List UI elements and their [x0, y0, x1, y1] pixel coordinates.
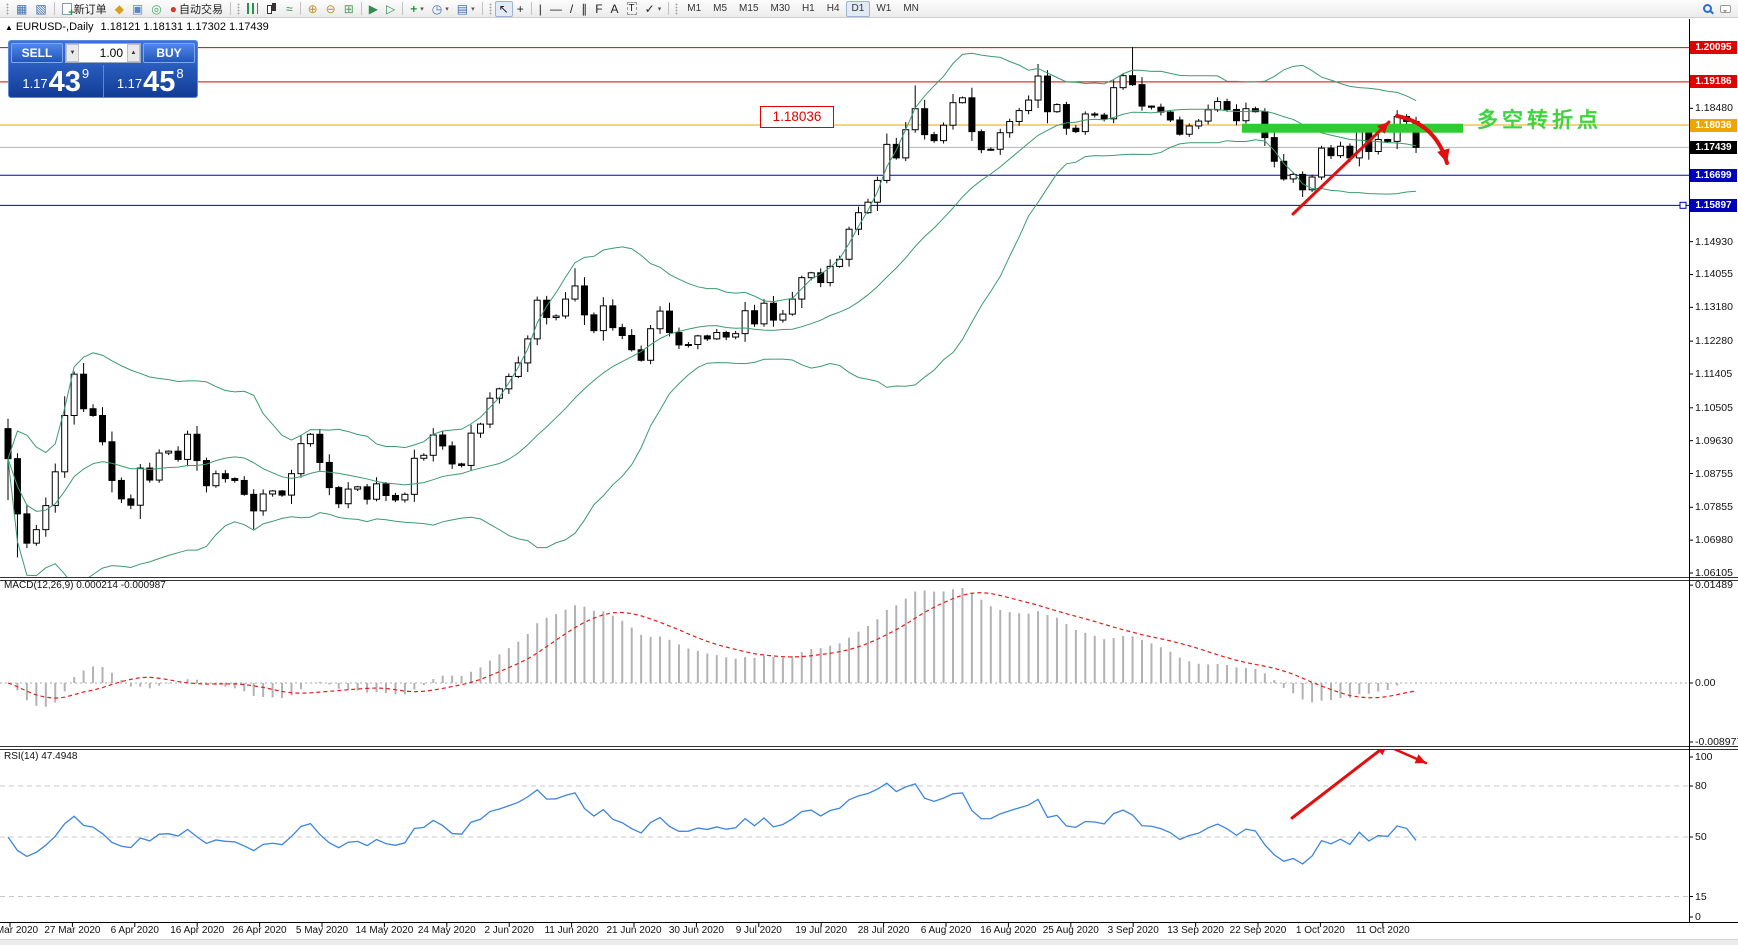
timeframe-m15-button[interactable]: M15: [739, 3, 759, 14]
volume-input[interactable]: [79, 44, 127, 62]
buy-price[interactable]: 1.17 45 8: [116, 66, 184, 98]
crosshair-tool-button[interactable]: +: [516, 1, 524, 16]
equidistant-channel-tool-button[interactable]: ∥: [581, 1, 588, 16]
toolbar-separator: [230, 2, 231, 15]
tile-windows-icon[interactable]: ⊞: [343, 1, 354, 16]
chart-shift-icon[interactable]: ▷: [386, 1, 396, 16]
chart-template-button[interactable]: ▤ ▾: [456, 1, 475, 16]
volume-stepper: ▼ ▲: [65, 43, 141, 63]
trendline-tool-button[interactable]: /: [569, 1, 574, 16]
toolbar-separator: [481, 2, 483, 15]
bar-chart-icon: [247, 3, 258, 14]
news-broadcast-icon[interactable]: ◎: [151, 1, 162, 16]
chart-title: ▲ EURUSD-,Daily 1.18121 1.18131 1.17302 1.…: [5, 21, 269, 33]
bar-chart-icon[interactable]: [243, 1, 262, 17]
rsi-trend-arrows[interactable]: [1290, 744, 1428, 820]
macd-panel: [0, 588, 1689, 707]
toolbar-drag-handle[interactable]: [237, 2, 240, 15]
one-click-collapse-icon[interactable]: ▲: [5, 23, 13, 32]
price-divider: [102, 65, 104, 97]
volume-increase-button[interactable]: ▲: [127, 44, 140, 62]
chart-symbol-period: EURUSD-,Daily: [15, 21, 94, 33]
add-indicator-button[interactable]: + ▾: [410, 1, 424, 16]
timeframe-d1-button[interactable]: D1: [845, 0, 871, 17]
search-icon[interactable]: [1699, 1, 1716, 17]
annotation-text[interactable]: 多空转折点: [1477, 109, 1602, 132]
toolbar-separator: [299, 2, 301, 15]
timeframe-h4-button[interactable]: H4: [826, 3, 840, 14]
toolbar-separator: [668, 2, 670, 15]
bollinger-upper: [7, 52, 1417, 459]
toolbar-drag-handle[interactable]: [675, 2, 679, 15]
line-chart-icon[interactable]: ≈: [286, 1, 293, 16]
rsi-panel: [0, 782, 1689, 897]
bollinger-lower: [7, 139, 1417, 577]
horizontal-lines-layer[interactable]: [0, 47, 1689, 206]
timeframe-m30-button[interactable]: M30: [770, 3, 790, 14]
macd-indicator-label: MACD(12,26,9) 0.000214 -0.000987: [4, 580, 166, 591]
toolbar-drag-handle[interactable]: [6, 2, 9, 15]
sell-button[interactable]: SELL: [11, 43, 63, 63]
auto-scroll-icon[interactable]: ▶: [368, 1, 379, 16]
chevron-down-icon: ▾: [471, 5, 475, 13]
new-order-button: [61, 2, 75, 19]
macd-histogram: [16, 588, 1418, 707]
vertical-line-tool-button[interactable]: |: [538, 1, 542, 16]
candlestick-chart-icon[interactable]: [262, 1, 282, 17]
timeframe-w1-button[interactable]: W1: [876, 3, 892, 14]
arrows-tool-button[interactable]: ✓ ▾: [644, 1, 662, 16]
chat-icon: [1720, 4, 1731, 13]
label-tool-button[interactable]: T: [626, 2, 637, 15]
rsi-indicator-label: RSI(14) 47.4948: [4, 751, 78, 762]
candles-layer: [4, 47, 1420, 558]
macd-signal-line: [7, 592, 1417, 699]
toolbar-separator: [402, 2, 404, 15]
new-chart-window-icon[interactable]: ▦: [16, 1, 28, 16]
bottom-strip: [0, 939, 1738, 945]
buy-button[interactable]: BUY: [143, 43, 195, 63]
toolbar-separator: [53, 2, 55, 15]
chevron-down-icon: ▾: [420, 5, 424, 13]
fibonacci-tool-button[interactable]: F: [595, 1, 603, 16]
rsi-value: 47.4948: [41, 751, 78, 762]
macd-values: 0.000214 -0.000987: [76, 580, 166, 591]
candlestick-chart-icon: [266, 3, 278, 14]
rsi-line: [7, 782, 1417, 865]
bollinger-middle: [7, 108, 1417, 512]
search-icon: [1703, 4, 1712, 13]
horizontal-line-tool-button[interactable]: —: [549, 1, 562, 16]
chart-ohlc-values: 1.18121 1.18131 1.17302 1.17439: [100, 21, 269, 33]
timeframe-m1-button[interactable]: M1: [687, 3, 702, 14]
sell-price[interactable]: 1.17 43 9: [22, 66, 90, 98]
turning-point-bar[interactable]: [1242, 123, 1463, 133]
chat-icon[interactable]: [1716, 1, 1735, 17]
toolbar: ▦ ▧ 新订单◆ ▣ ◎ ●自动交易 ≈ ⊕ ⊖ ⊞ ▶ ▷ +▾ ◷▾ ▤▾ ↖+ | — / ∥ FAT ✓▾ M1 M5…: [0, 0, 1738, 19]
timeframe-h1-button[interactable]: H1: [801, 3, 815, 14]
toolbar-drag-handle[interactable]: [488, 2, 492, 15]
bollinger-bands: [7, 52, 1417, 577]
market-icon[interactable]: ◆: [114, 1, 124, 16]
trend-arrows[interactable]: [1291, 114, 1450, 216]
volume-decrease-button[interactable]: ▼: [66, 44, 79, 62]
signals-icon[interactable]: ▣: [131, 1, 144, 16]
hline-handle[interactable]: [1679, 201, 1687, 209]
periods-button[interactable]: ◷ ▾: [431, 1, 449, 16]
text-tool-button[interactable]: A: [610, 1, 619, 16]
zoom-in-icon[interactable]: ⊕: [307, 1, 318, 16]
data-window-icon[interactable]: ▧: [35, 1, 47, 16]
toolbar-separator: [530, 2, 532, 15]
autotrade-button[interactable]: ● 自动交易: [169, 1, 223, 16]
new-order-button[interactable]: 新订单: [58, 1, 111, 19]
price-level-label[interactable]: 1.18036: [760, 106, 834, 128]
chevron-down-icon: ▾: [657, 5, 662, 13]
toolbar-separator: [360, 2, 362, 15]
timeframe-m5-button[interactable]: M5: [713, 3, 728, 14]
cursor-tool-button[interactable]: ↖: [494, 0, 513, 17]
chevron-down-icon: ▾: [445, 5, 449, 13]
timeframe-mn-button[interactable]: MN: [903, 3, 919, 14]
zoom-out-icon[interactable]: ⊖: [325, 1, 336, 16]
